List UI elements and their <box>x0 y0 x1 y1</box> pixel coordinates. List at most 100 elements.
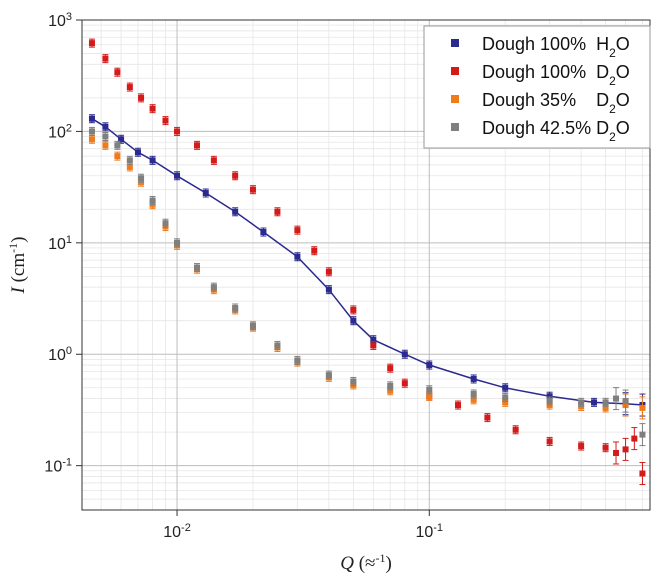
x-axis-unit-close: ) <box>385 553 391 574</box>
data-point <box>546 393 553 400</box>
data-point <box>134 149 141 156</box>
data-point <box>325 372 332 379</box>
data-point <box>102 123 109 130</box>
data-point <box>602 404 609 411</box>
legend-marker <box>451 39 459 47</box>
legend-item: Dough 35% D2O <box>451 90 630 116</box>
y-tick-label: 100 <box>48 345 72 364</box>
data-point <box>149 197 156 204</box>
data-point <box>426 393 433 400</box>
data-point <box>470 396 477 403</box>
data-point <box>387 382 394 389</box>
data-point <box>138 175 145 182</box>
data-point <box>249 186 256 193</box>
y-tick-label: 101 <box>48 234 72 253</box>
series-2 <box>88 134 646 420</box>
legend-item: Dough 100% D2O <box>451 62 630 88</box>
data-point <box>602 444 609 451</box>
data-point <box>232 172 239 179</box>
data-point <box>325 268 332 275</box>
legend-marker <box>451 67 459 75</box>
data-point <box>401 351 408 358</box>
data-point <box>613 395 620 402</box>
legend-item: Dough 42.5% D2O <box>451 118 630 144</box>
data-point <box>102 133 109 140</box>
data-point <box>639 404 646 411</box>
data-point <box>260 229 267 236</box>
y-axis-unit: (cm <box>8 253 29 288</box>
data-point <box>512 426 519 433</box>
legend-label: Dough 100% D2O <box>482 62 630 88</box>
data-point <box>502 394 509 401</box>
data-point <box>194 264 201 271</box>
x-axis-unit-sup: -1 <box>375 551 385 565</box>
axes: 10-2 10-1 10-1 100 101 102 103 <box>44 11 443 541</box>
data-point <box>126 157 133 164</box>
data-point <box>470 390 477 397</box>
data-point <box>294 227 301 234</box>
data-point <box>639 431 646 438</box>
data-point <box>401 380 408 387</box>
data-point <box>631 435 638 442</box>
data-point <box>174 128 181 135</box>
data-point <box>210 284 217 291</box>
data-point <box>88 128 95 135</box>
data-point <box>294 253 301 260</box>
data-point <box>149 105 156 112</box>
data-point <box>546 398 553 405</box>
series-0 <box>88 114 646 417</box>
y-axis-title: I (cm-1) <box>6 237 29 295</box>
data-point <box>274 208 281 215</box>
data-point <box>162 220 169 227</box>
data-point <box>387 387 394 394</box>
y-axis-unit-sup: -1 <box>6 243 20 253</box>
data-point <box>370 336 377 343</box>
data-point <box>370 342 377 349</box>
data-point <box>325 286 332 293</box>
legend-marker <box>451 123 459 131</box>
data-point <box>578 399 585 406</box>
data-point <box>294 357 301 364</box>
x-axis-title: Q (≈-1) <box>340 551 392 574</box>
y-tick-label: 10-1 <box>44 457 72 476</box>
data-point <box>578 443 585 450</box>
series-3 <box>88 126 646 447</box>
data-point <box>387 365 394 372</box>
data-point <box>162 117 169 124</box>
data-point <box>602 399 609 406</box>
data-point <box>126 163 133 170</box>
data-point <box>174 239 181 246</box>
data-point <box>591 399 598 406</box>
data-point <box>613 449 620 456</box>
data-point <box>202 190 209 197</box>
legend-item: Dough 100% H2O <box>451 34 630 60</box>
data-point <box>174 172 181 179</box>
data-point <box>622 446 629 453</box>
data-point <box>249 322 256 329</box>
data-point <box>502 399 509 406</box>
data-point <box>118 136 125 143</box>
legend-box <box>423 25 651 149</box>
y-axis-symbol: I <box>8 285 29 294</box>
data-point <box>484 414 491 421</box>
data-point <box>194 142 201 149</box>
data-point <box>149 157 156 164</box>
data-point <box>470 375 477 382</box>
y-axis-unit-close: ) <box>8 237 29 243</box>
data-point <box>350 378 357 385</box>
y-tick-label: 103 <box>48 11 72 30</box>
data-point <box>455 402 462 409</box>
data-point <box>138 94 145 101</box>
legend-label: Dough 35% D2O <box>482 90 630 116</box>
data-point <box>88 40 95 47</box>
data-point <box>114 69 121 76</box>
legend-label: Dough 100% H2O <box>482 34 630 60</box>
legend-label: Dough 42.5% D2O <box>482 118 630 144</box>
data-point <box>426 386 433 393</box>
data-point <box>622 398 629 405</box>
data-point <box>88 136 95 143</box>
x-axis-symbol: Q <box>340 553 354 574</box>
plot-frame <box>81 19 651 511</box>
